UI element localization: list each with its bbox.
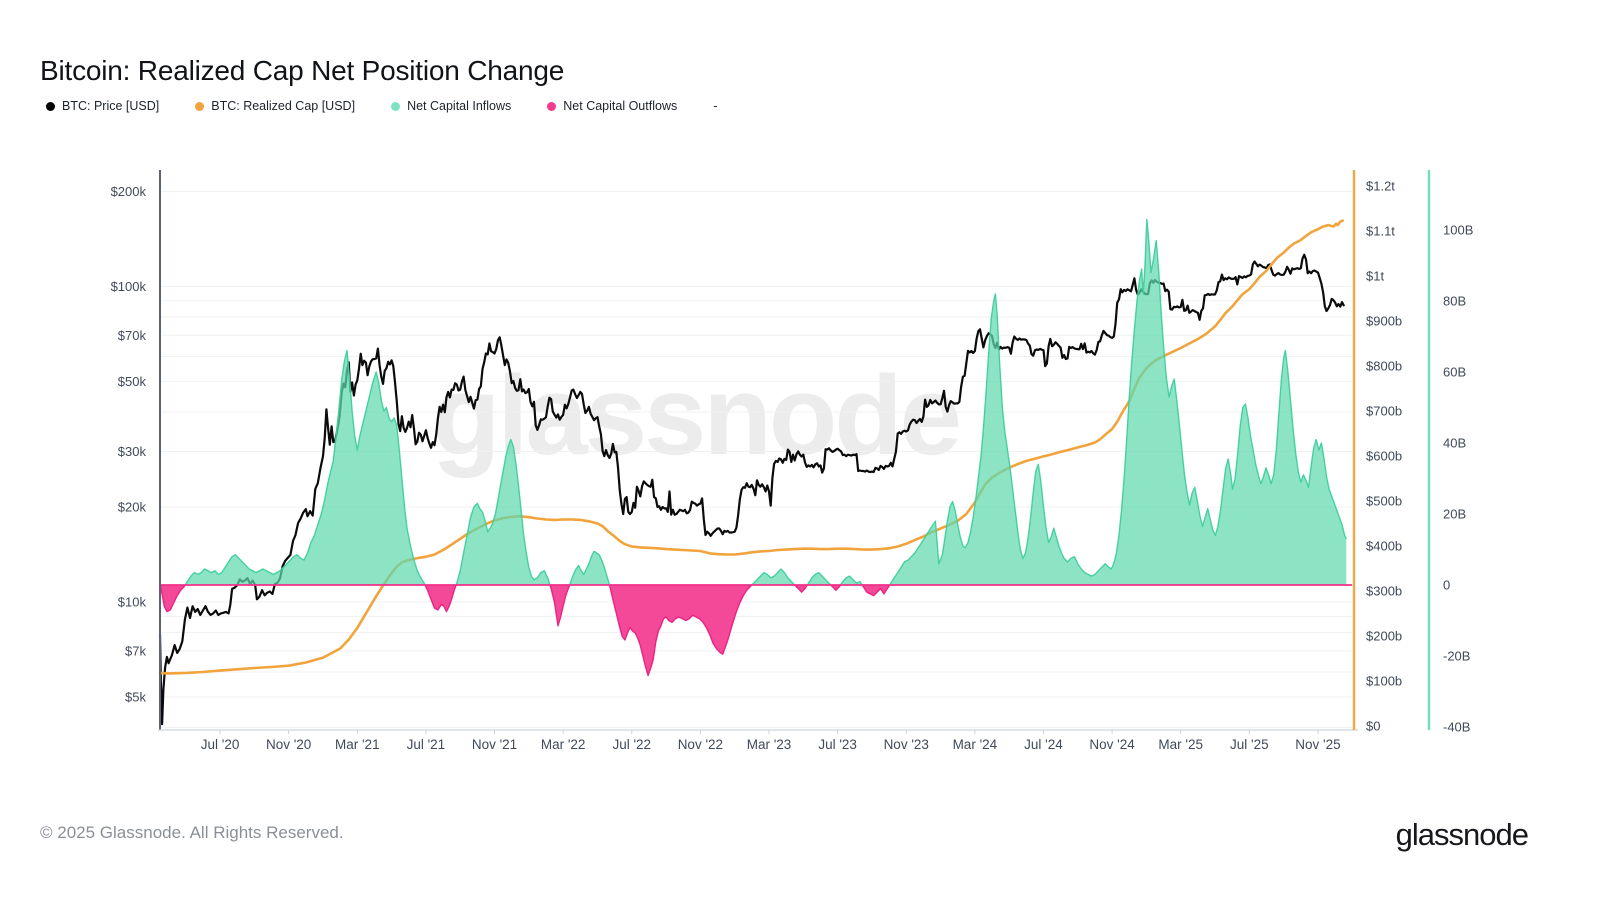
x-axis-label: Nov '20 (266, 737, 311, 752)
price-axis-label: $200k (111, 184, 147, 199)
realized-cap-axis-label: $0 (1366, 719, 1380, 734)
x-axis-label: Jul '25 (1230, 737, 1269, 752)
legend-item-realized-cap[interactable]: BTC: Realized Cap [USD] (195, 99, 355, 113)
x-axis-label: Nov '25 (1295, 737, 1340, 752)
glassnode-logo: glassnode (1395, 817, 1529, 852)
net-inflows-edge (455, 438, 551, 586)
x-axis-label: Mar '23 (747, 737, 792, 752)
netflow-axis-label: -20B (1443, 649, 1470, 664)
x-axis-label: Jul '22 (612, 737, 651, 752)
net-inflows-edge (751, 568, 796, 586)
net-inflows-area (807, 572, 831, 585)
price-series-dot-icon (46, 101, 55, 111)
price-axis-label: $5k (125, 690, 146, 705)
realized-cap-axis-label: $600b (1366, 449, 1402, 464)
copyright-text: © 2025 Glassnode. All Rights Reserved. (40, 823, 344, 842)
legend-item-dash: - (713, 99, 717, 113)
netflow-axis-label: 40B (1443, 436, 1466, 451)
netflow-axis-label: 60B (1443, 365, 1466, 380)
x-axis-label: Mar '25 (1158, 737, 1203, 752)
net-outflows-edge (830, 584, 842, 591)
net-inflows-area (569, 551, 610, 585)
legend-item-btc-price[interactable]: BTC: Price [USD] (46, 99, 159, 113)
net-outflows-edge (424, 584, 457, 613)
net-inflows-edge (889, 218, 1347, 586)
realized-cap-axis-label: $400b (1366, 539, 1402, 554)
netflow-axis-label: 20B (1443, 507, 1466, 522)
x-axis-label: Jul '24 (1024, 737, 1063, 752)
x-axis-label: Jul '21 (407, 737, 446, 752)
net-inflows-edge (184, 350, 426, 586)
legend-label: BTC: Realized Cap [USD] (211, 99, 356, 113)
netflow-axis-label: 0 (1443, 578, 1450, 593)
x-axis-label: Nov '23 (884, 737, 929, 752)
legend-label: Net Capital Outflows (563, 99, 678, 113)
x-axis-label: Mar '22 (541, 737, 586, 752)
net-outflows-area (425, 585, 457, 612)
net-inflows-edge (806, 571, 832, 586)
page-title: Bitcoin: Realized Cap Net Position Chang… (40, 54, 565, 86)
chart-legend: BTC: Price [USD] BTC: Realized Cap [USD]… (46, 99, 717, 113)
outflows-series-dot-icon (547, 101, 557, 111)
net-outflows-area (830, 585, 841, 591)
net-outflows-edge (549, 584, 571, 627)
net-outflows-edge (794, 584, 808, 593)
legend-label: BTC: Price [USD] (62, 99, 160, 113)
x-axis-label: Jul '20 (201, 737, 240, 752)
price-axis-label: $7k (125, 643, 146, 658)
net-inflows-area (456, 439, 550, 585)
net-inflows-edge (568, 550, 611, 586)
net-inflows-edge (839, 575, 863, 586)
realized-cap-line (158, 219, 1345, 675)
net-outflows-area (794, 585, 808, 593)
x-axis-label: Mar '21 (335, 737, 380, 752)
realized-cap-axis-label: $500b (1366, 494, 1402, 509)
legend-item-net-inflows[interactable]: Net Capital Inflows (391, 99, 511, 113)
x-axis-label: Jul '23 (818, 737, 857, 752)
realized-cap-axis-label: $900b (1366, 314, 1402, 329)
net-outflows-area (550, 585, 570, 626)
realized-cap-axis-label: $200b (1366, 629, 1402, 644)
realized-cap-axis-label: $1.2t (1366, 179, 1395, 194)
netflow-axis-label: 100B (1443, 223, 1473, 238)
price-axis-label: $10k (118, 595, 147, 610)
net-outflows-edge (608, 584, 753, 677)
netflow-axis-label: 80B (1443, 294, 1466, 309)
legend-item-net-outflows[interactable]: Net Capital Outflows (547, 99, 677, 113)
legend-label: Net Capital Inflows (407, 99, 512, 113)
net-inflows-area (185, 350, 425, 585)
realized-cap-axis-label: $300b (1366, 584, 1402, 599)
net-outflows-edge (159, 584, 186, 613)
net-outflows-edge (861, 584, 891, 597)
realized-cap-axis-label: $800b (1366, 359, 1402, 374)
realized-cap-axis-label: $1t (1366, 269, 1384, 284)
x-axis-label: Nov '21 (472, 737, 517, 752)
realized-cap-axis-label: $1.1t (1366, 224, 1395, 239)
realized-cap-axis-label: $700b (1366, 404, 1402, 419)
inflows-series-dot-icon (391, 101, 401, 111)
realized-cap-axis-label: $100b (1366, 674, 1402, 689)
legend-label: - (713, 99, 718, 113)
price-axis-label: $100k (111, 279, 147, 294)
realized-cap-series-dot-icon (195, 101, 205, 111)
netflow-axis-label: -40B (1443, 720, 1470, 735)
x-axis-label: Nov '24 (1089, 737, 1135, 752)
price-axis-label: $30k (118, 444, 147, 459)
price-axis-label: $50k (118, 374, 147, 389)
price-axis-label: $70k (118, 328, 147, 343)
price-axis-label: $20k (118, 499, 147, 514)
x-axis-label: Mar '24 (953, 737, 998, 752)
x-axis-label: Nov '22 (678, 737, 723, 752)
net-inflows-area (889, 219, 1347, 585)
net-outflows-area (609, 585, 752, 676)
